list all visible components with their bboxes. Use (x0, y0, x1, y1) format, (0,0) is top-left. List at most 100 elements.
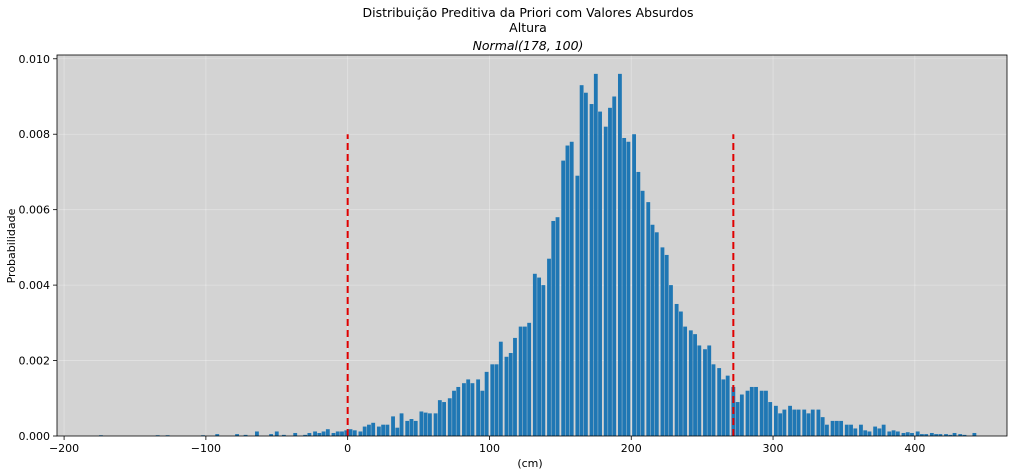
histogram-bar (622, 137, 627, 436)
histogram-bar (307, 432, 312, 436)
chart-title: Distribuição Preditiva da Priori com Val… (362, 5, 693, 20)
histogram-bar (480, 390, 485, 436)
y-axis: 0.000 0.002 0.004 0.006 0.008 0.010 (19, 53, 57, 443)
histogram-bar (395, 427, 400, 436)
histogram-bar (820, 417, 825, 436)
histogram-bar (749, 386, 754, 436)
histogram-bar (632, 134, 637, 436)
histogram-bar (759, 390, 764, 436)
histogram-bar (494, 364, 499, 436)
histogram-bar (484, 371, 489, 436)
histogram-bar (335, 431, 340, 436)
chart-subtitle-distribution: Normal(178, 100) (473, 38, 584, 53)
histogram-bar (413, 420, 418, 436)
histogram-bar (293, 432, 298, 436)
x-tick-label: 0 (344, 442, 351, 455)
histogram-bar (303, 434, 308, 436)
histogram-bar (593, 73, 598, 436)
histogram-bar (646, 202, 651, 436)
histogram-bar (612, 96, 617, 436)
histogram-bar (830, 420, 835, 436)
histogram-bar (269, 434, 274, 436)
histogram-bar (498, 341, 503, 436)
histogram-bar (447, 398, 452, 436)
histogram-bar (381, 424, 386, 436)
histogram-bar (915, 431, 920, 436)
histogram-bar (707, 345, 712, 436)
histogram-bar (603, 126, 608, 436)
histogram-bar (844, 424, 849, 436)
histogram-bar (825, 424, 829, 436)
histogram-bar (470, 383, 475, 436)
histogram-bar (924, 434, 929, 436)
histogram-bar (693, 334, 697, 436)
y-tick-label: 0.000 (19, 430, 51, 443)
histogram-bar (235, 434, 239, 436)
histogram-bar (688, 330, 693, 436)
histogram-bar (792, 409, 797, 436)
plot-frame (56, 54, 1008, 437)
histogram-bar (476, 379, 481, 436)
histogram-bar (901, 432, 906, 436)
histogram-bar (555, 217, 560, 436)
histogram-bar (683, 326, 688, 436)
histogram-bar (243, 434, 248, 436)
histogram-bar (703, 349, 707, 436)
y-tick-label: 0.008 (19, 128, 51, 141)
histogram-bar (920, 434, 924, 436)
histogram-bar (867, 431, 872, 436)
histogram-bar (325, 429, 330, 436)
histogram-bar (891, 430, 896, 436)
histogram-bar (532, 273, 537, 436)
histogram-bar (405, 420, 410, 436)
histogram-bar (782, 409, 787, 436)
histogram-bar (569, 141, 574, 436)
histogram-bar (617, 73, 622, 436)
histogram-bar (962, 434, 967, 436)
histogram-bar (859, 424, 863, 436)
histogram-bar (910, 432, 914, 436)
histogram-bar (490, 364, 495, 436)
histogram-bar (806, 413, 811, 436)
histogram-bar (948, 434, 953, 436)
histogram-bar (409, 419, 414, 436)
x-tick-label: 300 (763, 442, 784, 455)
histogram-bar (739, 394, 744, 436)
histogram-bar (952, 432, 957, 436)
histogram-bar (367, 424, 371, 436)
x-tick-label: 100 (479, 442, 500, 455)
histogram-bar (348, 429, 353, 436)
histogram-bar (442, 402, 447, 436)
histogram-bar (929, 432, 934, 436)
histogram-bar (773, 405, 778, 436)
histogram-bar (745, 390, 750, 436)
histogram-bar (905, 432, 910, 436)
histogram-bar (654, 232, 659, 436)
histogram-bar (944, 434, 948, 436)
histogram-bar (834, 420, 839, 436)
histogram-bar (427, 413, 432, 436)
histogram-bar (640, 190, 645, 436)
grid (57, 55, 1007, 437)
histogram-bar (513, 337, 517, 436)
chart-subtitle: Altura (509, 20, 547, 35)
histogram-bar (839, 420, 844, 436)
reference-lines (346, 134, 735, 436)
histogram-bar (419, 411, 424, 436)
histogram-bar (764, 390, 768, 436)
y-tick-label: 0.002 (19, 355, 51, 368)
y-axis-label: Probabilidade (5, 208, 18, 283)
histogram-bar (608, 107, 612, 436)
histogram-bar (754, 386, 758, 436)
y-tick-label: 0.010 (19, 53, 51, 66)
histogram-bar (358, 431, 363, 436)
histogram-bar (895, 431, 900, 436)
histogram-bar (541, 285, 546, 436)
histogram-bar (508, 353, 513, 436)
histogram-bar (938, 434, 943, 436)
histogram-bar (371, 422, 376, 436)
histogram-bar (788, 405, 792, 436)
x-tick-label: −200 (49, 442, 79, 455)
histogram-bar (362, 426, 367, 436)
